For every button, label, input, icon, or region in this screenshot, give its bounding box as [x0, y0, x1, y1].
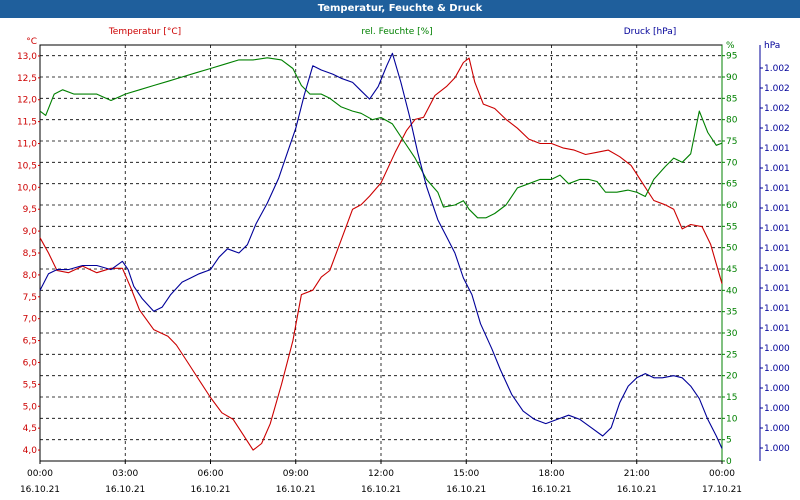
x-tick-date: 16.10.21: [276, 485, 316, 495]
humidity-tick-label: 85: [726, 94, 737, 104]
pressure-tick-label: 1.000: [764, 344, 790, 354]
x-tick-date: 17.10.21: [702, 485, 742, 495]
temperature-tick-label: 8,5: [23, 249, 37, 259]
pressure-tick-label: 1.001: [764, 164, 790, 174]
pressure-tick-label: 1.001: [764, 264, 790, 274]
humidity-tick-label: 25: [726, 350, 737, 360]
pressure-tick-label: 1.000: [764, 384, 790, 394]
x-tick-date: 16.10.21: [617, 485, 657, 495]
humidity-tick-label: 55: [726, 222, 737, 232]
x-tick-time: 03:00: [112, 469, 138, 479]
humidity-tick-label: 30: [726, 329, 738, 339]
series-line-temperature: [39, 57, 723, 451]
humidity-tick-label: 20: [726, 372, 738, 382]
humidity-tick-label: 10: [726, 414, 738, 424]
pressure-tick-label: 1.000: [764, 424, 790, 434]
x-tick-time: 15:00: [453, 469, 479, 479]
pressure-tick-label: 1.000: [764, 364, 790, 374]
temperature-tick-label: 12,5: [17, 74, 37, 84]
pressure-tick-label: 1.001: [764, 304, 790, 314]
x-tick-date: 16.10.21: [531, 485, 571, 495]
humidity-tick-label: 50: [726, 244, 738, 254]
pressure-tick-label: 1.002: [764, 64, 790, 74]
humidity-unit: %: [726, 41, 735, 51]
pressure-axis-label: Druck [hPa]: [624, 27, 677, 37]
humidity-tick-label: 70: [726, 158, 738, 168]
temperature-tick-label: 6,5: [23, 337, 37, 347]
temperature-tick-label: 11,5: [17, 118, 37, 128]
x-tick-date: 16.10.21: [190, 485, 230, 495]
humidity-tick-label: 80: [726, 116, 738, 126]
pressure-tick-label: 1.001: [764, 144, 790, 154]
temperature-axis-label: Temperatur [°C]: [108, 27, 181, 37]
humidity-tick-label: 15: [726, 393, 737, 403]
x-tick-date: 16.10.21: [446, 485, 486, 495]
x-tick-time: 18:00: [539, 469, 565, 479]
pressure-tick-label: 1.000: [764, 404, 790, 414]
temperature-tick-label: 9,0: [23, 227, 38, 237]
humidity-tick-label: 95: [726, 52, 737, 62]
pressure-tick-label: 1.001: [764, 244, 790, 254]
temperature-tick-label: 7,5: [23, 293, 37, 303]
temperature-tick-label: 8,0: [23, 271, 38, 281]
humidity-tick-label: 65: [726, 180, 737, 190]
humidity-tick-label: 75: [726, 137, 737, 147]
pressure-tick-label: 1.001: [764, 184, 790, 194]
x-tick-time: 06:00: [198, 469, 224, 479]
humidity-tick-label: 40: [726, 286, 738, 296]
x-tick-time: 12:00: [368, 469, 394, 479]
temperature-tick-label: 5,5: [23, 380, 37, 390]
pressure-tick-label: 1.001: [764, 324, 790, 334]
pressure-tick-label: 1.001: [764, 284, 790, 294]
humidity-tick-label: 35: [726, 308, 737, 318]
x-tick-time: 00:00: [27, 469, 53, 479]
temperature-tick-label: 10,5: [17, 161, 37, 171]
temperature-tick-label: 10,0: [17, 183, 37, 193]
temperature-tick-label: 5,0: [23, 402, 38, 412]
chart-title: Temperatur, Feuchte & Druck: [0, 0, 800, 18]
pressure-tick-label: 1.000: [764, 444, 790, 454]
x-tick-time: 09:00: [283, 469, 309, 479]
temperature-tick-label: 7,0: [23, 315, 38, 325]
temperature-tick-label: 12,0: [17, 96, 37, 106]
temperature-tick-label: 4,0: [23, 446, 38, 456]
pressure-tick-label: 1.002: [764, 84, 790, 94]
humidity-tick-label: 0: [726, 457, 732, 467]
pressure-tick-label: 1.001: [764, 224, 790, 234]
humidity-tick-label: 45: [726, 265, 737, 275]
x-tick-date: 16.10.21: [20, 485, 60, 495]
humidity-tick-label: 5: [726, 436, 732, 446]
temperature-tick-label: 6,0: [23, 358, 38, 368]
pressure-unit: hPa: [764, 41, 780, 51]
x-tick-date: 16.10.21: [105, 485, 145, 495]
temperature-tick-label: 11,0: [17, 140, 37, 150]
humidity-tick-label: 90: [726, 73, 738, 83]
x-tick-time: 00:00: [709, 469, 735, 479]
pressure-tick-label: 1.001: [764, 204, 790, 214]
x-tick-time: 21:00: [624, 469, 650, 479]
humidity-axis-label: rel. Feuchte [%]: [361, 27, 432, 37]
temperature-tick-label: 4,5: [23, 424, 37, 434]
temperature-tick-label: 9,5: [23, 205, 37, 215]
humidity-tick-label: 60: [726, 201, 738, 211]
pressure-tick-label: 1.002: [764, 124, 790, 134]
temperature-tick-label: 13,0: [17, 52, 37, 62]
series-line-pressure: [39, 52, 723, 449]
x-tick-date: 16.10.21: [361, 485, 401, 495]
series-line-humidity: [39, 57, 723, 219]
temperature-unit: °C: [26, 37, 37, 47]
pressure-tick-label: 1.002: [764, 104, 790, 114]
